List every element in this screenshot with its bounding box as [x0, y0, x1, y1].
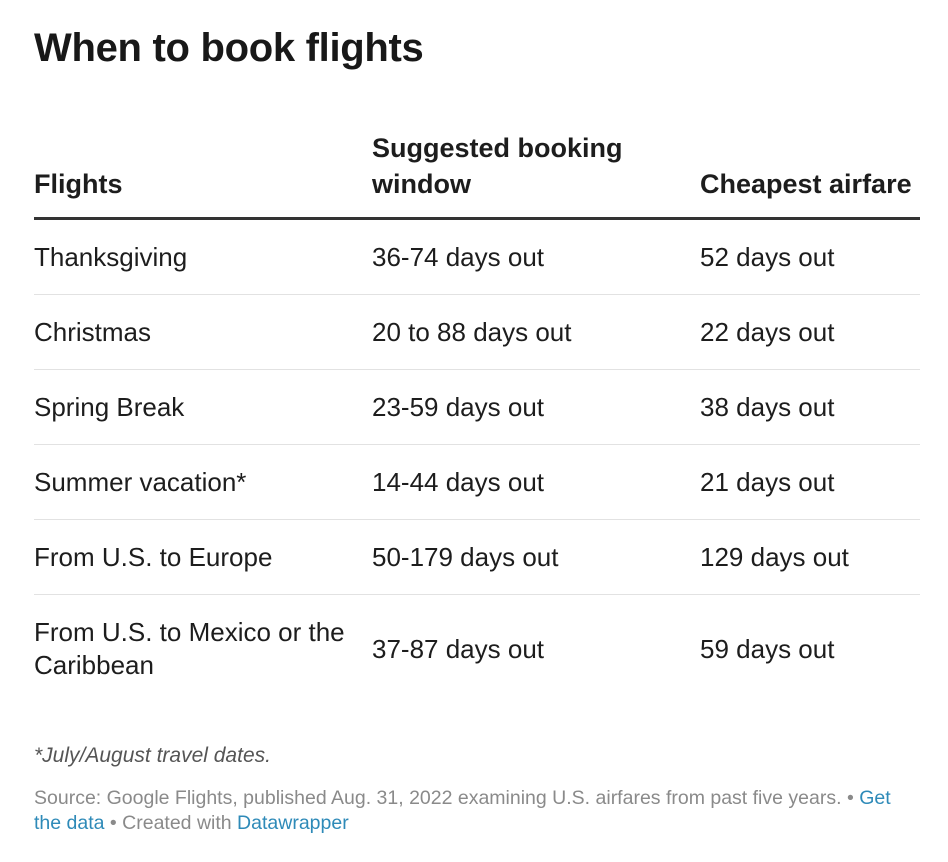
created-with-label: Created with	[122, 812, 232, 834]
table-row: From U.S. to Mexico or the Caribbean 37-…	[34, 595, 920, 704]
cell-cheapest-airfare: 129 days out	[700, 519, 920, 595]
cell-booking-window: 50-179 days out	[372, 519, 700, 595]
cell-booking-window: 20 to 88 days out	[372, 294, 700, 370]
source-line: Source: Google Flights, published Aug. 3…	[34, 786, 904, 836]
cell-flight: Christmas	[34, 294, 372, 370]
data-table: Flights Suggested booking window Cheapes…	[34, 130, 920, 703]
footnote: *July/August travel dates.	[34, 744, 271, 767]
header-row: Flights Suggested booking window Cheapes…	[34, 130, 920, 220]
cell-flight: Spring Break	[34, 369, 372, 445]
cell-booking-window: 23-59 days out	[372, 369, 700, 445]
cell-cheapest-airfare: 22 days out	[700, 294, 920, 370]
table-row: Summer vacation* 14-44 days out 21 days …	[34, 444, 920, 520]
cell-cheapest-airfare: 38 days out	[700, 369, 920, 445]
datawrapper-link[interactable]: Datawrapper	[237, 812, 349, 834]
cell-cheapest-airfare: 21 days out	[700, 444, 920, 520]
cell-booking-window: 14-44 days out	[372, 444, 700, 520]
separator-dot: •	[846, 787, 854, 809]
column-header-booking-window: Suggested booking window	[372, 130, 700, 220]
cell-cheapest-airfare: 59 days out	[700, 633, 835, 664]
separator-dot: •	[109, 812, 117, 834]
source-text: Source: Google Flights, published Aug. 3…	[34, 787, 842, 809]
cell-flight: Thanksgiving	[34, 218, 372, 295]
cell-flight: Summer vacation*	[34, 444, 372, 520]
cell-booking-window: 37-87 days out	[372, 633, 545, 664]
get-the-data-link[interactable]: Get the data	[34, 787, 891, 834]
cell-booking-window: 36-74 days out	[372, 218, 700, 295]
table-row: Thanksgiving 36-74 days out 52 days out	[34, 218, 920, 295]
table-row: From U.S. to Europe 50-179 days out 129 …	[34, 519, 920, 595]
table-row: Spring Break 23-59 days out 38 days out	[34, 369, 920, 445]
cell-flight: From U.S. to Mexico or the Caribbean	[34, 617, 345, 680]
table-row: Christmas 20 to 88 days out 22 days out	[34, 294, 920, 370]
cell-cheapest-airfare: 52 days out	[700, 218, 920, 295]
column-header-flights: Flights	[34, 130, 372, 220]
chart-title: When to book flights	[34, 26, 424, 70]
column-header-cheapest-airfare: Cheapest airfare	[700, 130, 920, 220]
cell-flight: From U.S. to Europe	[34, 519, 372, 595]
